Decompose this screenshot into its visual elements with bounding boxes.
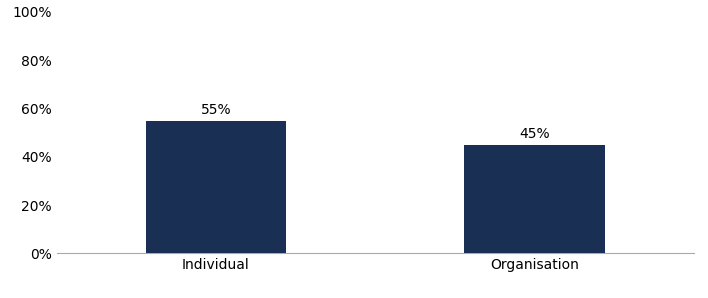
Text: 55%: 55% xyxy=(200,103,232,117)
Bar xyxy=(464,145,605,253)
Bar xyxy=(146,120,286,253)
Text: 45%: 45% xyxy=(519,127,550,141)
